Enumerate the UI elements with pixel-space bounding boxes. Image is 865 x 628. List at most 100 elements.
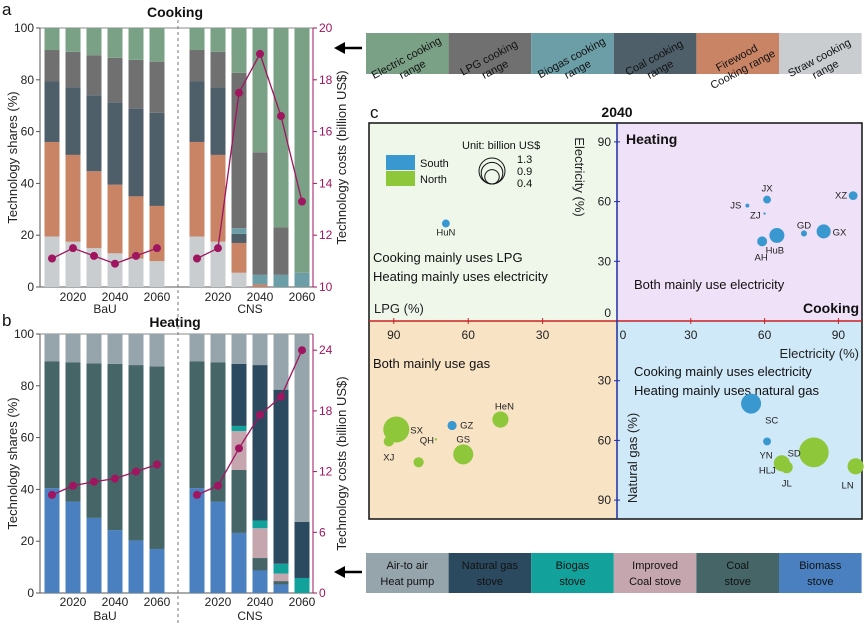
province-point-ah	[757, 236, 768, 247]
x-tick-label: 90	[832, 328, 846, 342]
bar-bau-2020-lpg	[65, 51, 81, 88]
bar-bau-2060-heatpump	[149, 334, 165, 367]
bar-bau-2020-coal	[65, 87, 81, 155]
bar-cns-2010-electric	[189, 28, 205, 51]
province-label: SD	[788, 448, 801, 459]
province-label: HuB	[766, 245, 784, 256]
province-label: JX	[762, 184, 774, 195]
y-tick-label: 0	[604, 306, 611, 320]
province-label: HLJ	[759, 465, 776, 476]
legend-label-gas: stove	[477, 576, 503, 588]
bar-cns-2030-heatpump	[231, 334, 247, 364]
x-tick-label: 2060	[289, 290, 316, 304]
x-tick-label: 60	[758, 328, 772, 342]
cost-point-cns-2030	[235, 88, 243, 97]
bar-cns-2060-biogas	[294, 577, 310, 593]
bar-cns-2050-biogas	[273, 274, 289, 287]
bar-cns-2030-biogas	[231, 425, 247, 432]
x-tick-label: 2040	[102, 595, 129, 609]
bar-cns-2020-coal	[210, 87, 226, 155]
bar-cns-2030-electric	[231, 28, 247, 73]
cooking-label: Cooking	[803, 300, 859, 316]
y2-axis-title: Technology costs (billion US$)	[334, 70, 349, 244]
province-point-js	[745, 203, 750, 208]
cost-point-cns-2060	[298, 346, 306, 355]
legend-label-improved: Improved	[632, 560, 678, 572]
province-label: QH	[420, 435, 434, 446]
x-tick-label: 2040	[247, 290, 274, 304]
province-point-sx	[383, 416, 410, 443]
legend-label-biogas: Biogas	[556, 560, 590, 572]
cost-point-bau-2040	[111, 474, 119, 483]
cost-point-bau-2020	[69, 244, 77, 253]
legend-swatch-north	[386, 171, 415, 186]
group-label: BaU	[93, 609, 116, 623]
x-tick-label: 2060	[289, 595, 316, 609]
bar-cns-2050-electric	[273, 28, 289, 228]
panel-label-b: b	[2, 311, 11, 330]
bar-bau-2060-coal	[149, 366, 165, 549]
x-tick-label: 2020	[60, 290, 87, 304]
cost-point-bau-2050	[132, 467, 140, 476]
y2-tick-label: 20	[319, 21, 333, 35]
bar-bau-2060-lpg	[149, 61, 165, 113]
y-tick-label: 90	[598, 135, 612, 149]
bar-cns-2030-coal	[231, 233, 247, 243]
province-point-gs	[453, 444, 474, 465]
group-label: CNS	[237, 609, 262, 623]
axis-title-top: Electricity (%)	[572, 137, 587, 216]
cost-point-bau-2030	[90, 251, 98, 260]
bar-bau-2060-coal	[149, 112, 165, 206]
y2-tick-label: 18	[319, 73, 333, 87]
legend-swatch-heatpump	[366, 553, 449, 593]
cost-point-bau-2010	[48, 490, 56, 499]
province-point-zj	[763, 212, 766, 215]
province-label: LN	[842, 480, 854, 491]
bar-bau-2020-straw	[65, 241, 81, 287]
y2-tick-label: 6	[319, 525, 326, 539]
province-point-gz	[447, 420, 457, 431]
cost-point-bau-2020	[69, 481, 77, 490]
bar-bau-2030-coal	[86, 363, 102, 518]
y-tick-label: 0	[27, 586, 34, 600]
bar-cns-2030-gas	[231, 363, 247, 426]
legend-label-biomass: stove	[807, 576, 833, 588]
bar-cns-2010-lpg	[189, 50, 205, 82]
y-tick-label: 60	[21, 431, 35, 445]
legend-label-biogas: stove	[559, 576, 585, 588]
cost-point-bau-2040	[111, 259, 119, 268]
bar-bau-2050-lpg	[128, 59, 144, 109]
x-tick-label: 2040	[247, 595, 274, 609]
y-tick-label: 80	[21, 73, 35, 87]
bar-cns-2040-biogas	[252, 520, 268, 529]
province-point-hun	[441, 219, 450, 228]
bar-bau-2050-electric	[128, 28, 144, 60]
cooking-legend: Electric cookingrange LPG cookingrange Bio…	[366, 33, 862, 92]
bar-cns-2030-lpg	[231, 72, 247, 229]
bar-cns-2020-coal	[210, 362, 226, 502]
province-point-ln	[847, 458, 864, 475]
province-point-gx	[816, 224, 831, 239]
quadrant-chart: 2040 90 60 30 0 30 60 90 90 60 30 0 30 60 90 Electricit…	[368, 104, 864, 520]
bar-bau-2010-coal	[44, 361, 60, 489]
arrow-left-icon	[334, 42, 362, 54]
legend-label-heatpump: Heat pump	[380, 576, 434, 588]
bar-cns-2020-straw	[210, 241, 226, 287]
legend-swatch-biogas	[531, 553, 614, 593]
cost-point-cns-2050	[277, 392, 285, 401]
bar-bau-2040-straw	[107, 253, 123, 287]
bar-cns-2020-lpg	[210, 51, 226, 88]
bar-cns-2050-biogas	[273, 563, 289, 574]
y2-tick-label: 14	[319, 176, 333, 190]
axis-title-bottom: Natural gas (%)	[625, 413, 640, 503]
legend-swatch-gas	[448, 553, 532, 593]
province-label: HuN	[436, 227, 455, 238]
bar-bau-2010-coal	[44, 81, 60, 142]
bar-cns-2030-coal	[231, 469, 247, 533]
legend-swatch-coal	[613, 33, 697, 74]
bar-bau-2040-firewood	[107, 184, 123, 254]
bar-bau-2030-firewood	[86, 171, 102, 249]
size-legend-value: 0.4	[517, 178, 532, 190]
axis-title-left: LPG (%)	[374, 301, 424, 316]
bar-bau-2010-electric	[44, 28, 60, 51]
